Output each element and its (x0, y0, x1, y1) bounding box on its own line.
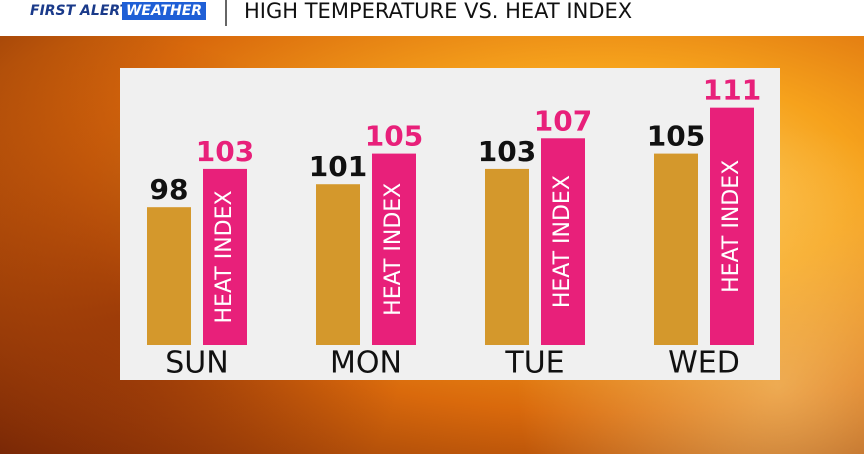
bar (316, 184, 360, 345)
value-label: 98 (150, 173, 189, 206)
bar-label: HEAT INDEX (550, 175, 575, 308)
bar (147, 207, 191, 345)
value-label: 105 (365, 120, 423, 153)
value-label: 111 (703, 74, 761, 107)
brand-tag-bg (122, 2, 206, 20)
bar (541, 138, 585, 345)
chart-title: HIGH TEMPERATURE VS. HEAT INDEX (244, 0, 632, 23)
bar-label: HEAT INDEX (719, 160, 744, 293)
bar (654, 153, 698, 345)
value-label: 103 (478, 135, 536, 168)
bar-label: HEAT INDEX (212, 190, 237, 323)
x-tick-label: MON (330, 346, 402, 381)
value-label: 105 (647, 120, 705, 153)
value-label: 107 (534, 104, 592, 137)
x-tick-label: WED (668, 346, 740, 381)
brand-tag: WEATHER (126, 3, 202, 19)
bar (372, 153, 416, 345)
bar (710, 107, 754, 345)
value-label: 103 (196, 135, 254, 168)
x-tick-label: SUN (165, 346, 228, 381)
bar (203, 168, 247, 345)
value-label: 101 (309, 150, 367, 183)
bar (485, 168, 529, 345)
bar-label: HEAT INDEX (381, 183, 406, 316)
x-tick-label: TUE (504, 346, 564, 381)
brand: FIRST ALERT (30, 3, 131, 19)
